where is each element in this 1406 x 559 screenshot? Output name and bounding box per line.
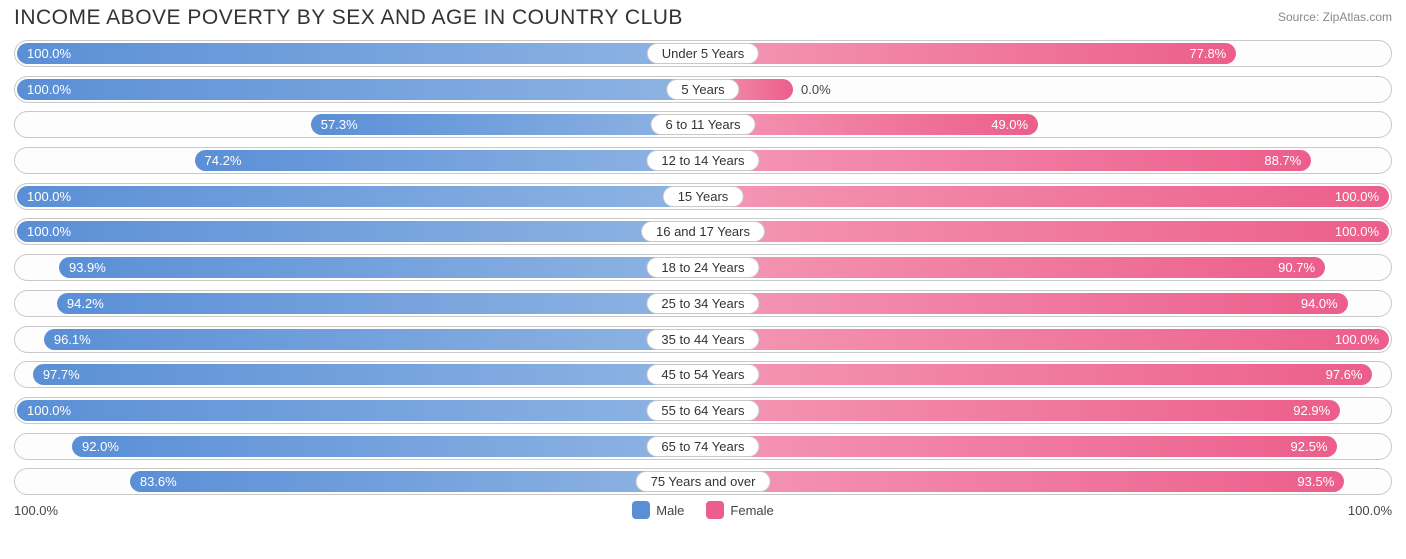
bar-value-male: 97.7%: [43, 367, 80, 382]
category-label: 6 to 11 Years: [651, 114, 756, 135]
bar-male: 57.3%: [311, 114, 703, 135]
legend: Male Female: [624, 501, 782, 519]
chart-footer: 100.0% Male Female 100.0%: [14, 501, 1392, 519]
chart-row: 100.0% 0.0% 5 Years: [14, 76, 1392, 103]
chart-row: 94.2% 94.0% 25 to 34 Years: [14, 290, 1392, 317]
bar-value-male: 83.6%: [140, 474, 177, 489]
bar-male: 100.0%: [17, 43, 703, 64]
bar-male: 94.2%: [57, 293, 703, 314]
chart-row: 83.6% 93.5% 75 Years and over: [14, 468, 1392, 495]
bar-male: 97.7%: [33, 364, 703, 385]
bar-value-female: 100.0%: [1335, 332, 1379, 347]
bar-female: 92.5%: [703, 436, 1337, 457]
legend-label-male: Male: [656, 503, 684, 518]
axis-label-right: 100.0%: [1348, 503, 1392, 518]
bar-value-male: 74.2%: [205, 153, 242, 168]
axis-label-left: 100.0%: [14, 503, 58, 518]
bar-value-female: 88.7%: [1264, 153, 1301, 168]
category-label: 35 to 44 Years: [646, 329, 759, 350]
bar-male: 93.9%: [59, 257, 703, 278]
chart-row: 100.0% 100.0% 15 Years: [14, 183, 1392, 210]
chart-title: INCOME ABOVE POVERTY BY SEX AND AGE IN C…: [14, 6, 683, 30]
category-label: Under 5 Years: [647, 43, 759, 64]
bar-value-female: 77.8%: [1189, 46, 1226, 61]
chart-row: 97.7% 97.6% 45 to 54 Years: [14, 361, 1392, 388]
legend-swatch-male: [632, 501, 650, 519]
bar-value-female: 92.5%: [1291, 439, 1328, 454]
bar-value-female: 97.6%: [1326, 367, 1363, 382]
bar-value-female: 100.0%: [1335, 224, 1379, 239]
chart-row: 100.0% 100.0% 16 and 17 Years: [14, 218, 1392, 245]
bar-male: 83.6%: [130, 471, 703, 492]
category-label: 25 to 34 Years: [646, 293, 759, 314]
chart-row: 93.9% 90.7% 18 to 24 Years: [14, 254, 1392, 281]
bar-value-female: 100.0%: [1335, 189, 1379, 204]
chart-row: 100.0% 77.8% Under 5 Years: [14, 40, 1392, 67]
chart-container: INCOME ABOVE POVERTY BY SEX AND AGE IN C…: [0, 0, 1406, 527]
bar-male: 100.0%: [17, 221, 703, 242]
bar-female: 90.7%: [703, 257, 1325, 278]
bar-female: 100.0%: [703, 329, 1389, 350]
bar-value-male: 100.0%: [27, 46, 71, 61]
bar-value-female: 0.0%: [793, 82, 831, 97]
bar-female: 100.0%: [703, 221, 1389, 242]
bar-male: 92.0%: [72, 436, 703, 457]
category-label: 75 Years and over: [636, 471, 771, 492]
bar-value-male: 100.0%: [27, 189, 71, 204]
bar-female: 94.0%: [703, 293, 1348, 314]
bar-value-female: 93.5%: [1297, 474, 1334, 489]
chart-row: 96.1% 100.0% 35 to 44 Years: [14, 326, 1392, 353]
bar-value-female: 92.9%: [1293, 403, 1330, 418]
bar-value-male: 100.0%: [27, 224, 71, 239]
bar-female: 97.6%: [703, 364, 1372, 385]
chart-source: Source: ZipAtlas.com: [1278, 6, 1392, 24]
category-label: 5 Years: [666, 79, 739, 100]
chart-row: 57.3% 49.0% 6 to 11 Years: [14, 111, 1392, 138]
category-label: 16 and 17 Years: [641, 221, 765, 242]
category-label: 12 to 14 Years: [646, 150, 759, 171]
bar-value-male: 94.2%: [67, 296, 104, 311]
chart-header: INCOME ABOVE POVERTY BY SEX AND AGE IN C…: [14, 6, 1392, 30]
bar-value-male: 100.0%: [27, 82, 71, 97]
bar-female: 92.9%: [703, 400, 1340, 421]
bar-male: 74.2%: [195, 150, 703, 171]
bar-female: 77.8%: [703, 43, 1236, 64]
legend-label-female: Female: [730, 503, 773, 518]
bar-value-male: 92.0%: [82, 439, 119, 454]
category-label: 18 to 24 Years: [646, 257, 759, 278]
category-label: 55 to 64 Years: [646, 400, 759, 421]
bar-female: 88.7%: [703, 150, 1311, 171]
chart-row: 74.2% 88.7% 12 to 14 Years: [14, 147, 1392, 174]
bar-value-female: 49.0%: [991, 117, 1028, 132]
chart-row: 100.0% 92.9% 55 to 64 Years: [14, 397, 1392, 424]
bar-value-male: 57.3%: [321, 117, 358, 132]
legend-swatch-female: [706, 501, 724, 519]
bar-male: 100.0%: [17, 79, 703, 100]
bar-value-male: 93.9%: [69, 260, 106, 275]
chart-row: 92.0% 92.5% 65 to 74 Years: [14, 433, 1392, 460]
bar-female: 93.5%: [703, 471, 1344, 492]
bar-male: 100.0%: [17, 186, 703, 207]
bar-female: 100.0%: [703, 186, 1389, 207]
bar-value-female: 90.7%: [1278, 260, 1315, 275]
category-label: 45 to 54 Years: [646, 364, 759, 385]
legend-item-female: Female: [706, 501, 773, 519]
bar-value-male: 96.1%: [54, 332, 91, 347]
diverging-bar-chart: 100.0% 77.8% Under 5 Years 100.0% 0.0% 5 Year…: [14, 40, 1392, 495]
bar-value-male: 100.0%: [27, 403, 71, 418]
bar-male: 96.1%: [44, 329, 703, 350]
bar-value-female: 94.0%: [1301, 296, 1338, 311]
bar-male: 100.0%: [17, 400, 703, 421]
category-label: 15 Years: [663, 186, 744, 207]
legend-item-male: Male: [632, 501, 684, 519]
category-label: 65 to 74 Years: [646, 436, 759, 457]
